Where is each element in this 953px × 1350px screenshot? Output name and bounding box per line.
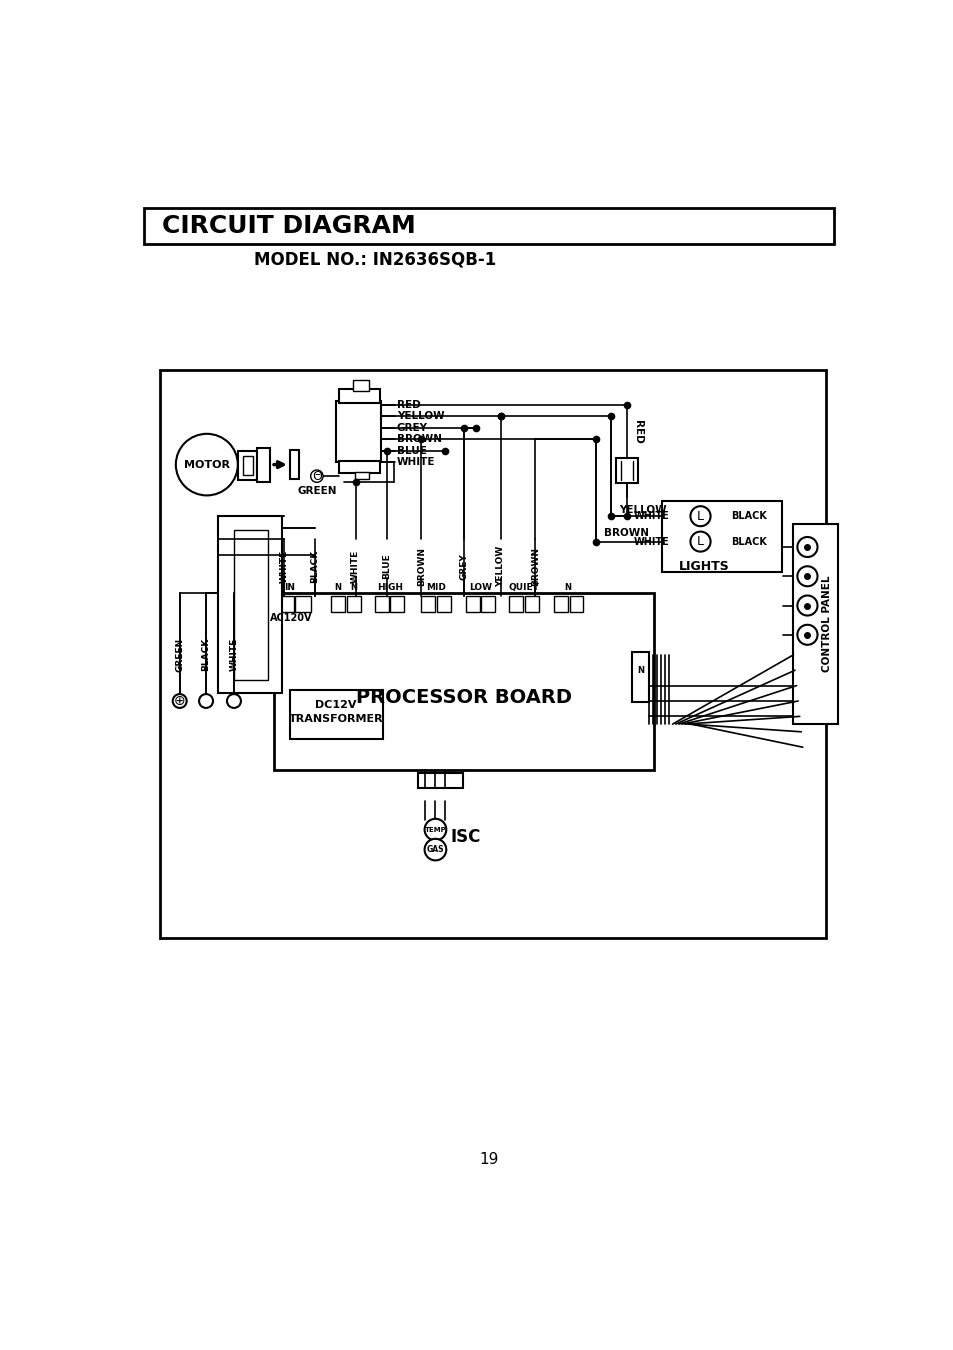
Bar	[339, 460, 379, 472]
Circle shape	[797, 537, 817, 558]
Text: LOW: LOW	[469, 583, 492, 593]
Text: N: N	[350, 583, 357, 593]
Bar	[632, 652, 649, 702]
Text: 19: 19	[478, 1152, 498, 1166]
Text: YELLOW: YELLOW	[496, 545, 504, 587]
Bar	[616, 459, 637, 483]
Text: PROCESSOR BOARD: PROCESSOR BOARD	[355, 687, 572, 706]
Bar	[465, 595, 479, 613]
Text: LIGHTS: LIGHTS	[679, 560, 729, 572]
Text: YELLOW: YELLOW	[396, 412, 444, 421]
Text: IN: IN	[284, 583, 294, 591]
Text: RED: RED	[396, 400, 420, 409]
Bar	[375, 595, 389, 613]
Bar	[480, 595, 495, 613]
Text: N: N	[334, 583, 341, 593]
Circle shape	[797, 625, 817, 645]
Text: WHITE: WHITE	[633, 512, 669, 521]
Text: BROWN: BROWN	[531, 547, 539, 586]
Bar	[347, 595, 360, 613]
Circle shape	[172, 694, 187, 707]
Text: GREEN: GREEN	[296, 486, 336, 497]
Bar	[524, 595, 537, 613]
Text: BROWN: BROWN	[603, 528, 648, 539]
Text: BROWN: BROWN	[396, 435, 441, 444]
Text: MOTOR: MOTOR	[184, 459, 230, 470]
Text: MODEL NO.: IN2636SQB-1: MODEL NO.: IN2636SQB-1	[253, 251, 496, 269]
Circle shape	[227, 694, 241, 707]
Bar	[353, 379, 369, 390]
Text: TRANSFORMER: TRANSFORMER	[289, 714, 383, 724]
Circle shape	[199, 694, 213, 707]
Bar	[793, 524, 838, 724]
Text: BLACK: BLACK	[731, 536, 766, 547]
Circle shape	[424, 838, 446, 860]
Bar	[661, 501, 781, 571]
Bar	[144, 208, 833, 243]
Circle shape	[175, 433, 237, 495]
Bar	[569, 595, 583, 613]
Bar	[237, 451, 257, 481]
Text: BROWN: BROWN	[416, 547, 426, 586]
Text: TEMP: TEMP	[424, 826, 446, 833]
Bar	[243, 456, 253, 475]
Text: BLACK: BLACK	[731, 512, 766, 521]
Bar	[233, 531, 268, 680]
Text: GAS: GAS	[426, 845, 444, 855]
Text: DC12V: DC12V	[315, 699, 356, 710]
Text: GREEN: GREEN	[175, 637, 184, 672]
Text: ⊕: ⊕	[173, 694, 185, 707]
Text: N: N	[637, 666, 643, 675]
Text: YELLOW: YELLOW	[618, 505, 666, 516]
Text: L: L	[697, 510, 703, 522]
Bar	[257, 448, 270, 482]
Text: CONTROL PANEL: CONTROL PANEL	[821, 575, 831, 672]
Text: RED: RED	[633, 420, 642, 443]
Text: WHITE: WHITE	[351, 549, 359, 583]
Text: HIGH: HIGH	[376, 583, 402, 593]
Circle shape	[690, 506, 710, 526]
Circle shape	[690, 532, 710, 552]
Text: CIRCUIT DIAGRAM: CIRCUIT DIAGRAM	[162, 213, 416, 238]
Circle shape	[311, 470, 323, 482]
Text: N: N	[564, 583, 571, 593]
Text: L: L	[697, 535, 703, 548]
Text: QUIET: QUIET	[508, 583, 538, 593]
Text: BLUE: BLUE	[396, 446, 426, 456]
Bar	[417, 772, 462, 788]
Bar	[159, 370, 825, 938]
Text: WHITE: WHITE	[230, 639, 238, 671]
Bar	[436, 595, 451, 613]
Circle shape	[797, 595, 817, 616]
Text: WHITE: WHITE	[633, 536, 669, 547]
Bar	[294, 595, 311, 613]
Bar	[218, 516, 282, 694]
Text: MID: MID	[426, 583, 446, 593]
Circle shape	[797, 566, 817, 586]
Bar	[554, 595, 567, 613]
Text: BLUE: BLUE	[382, 554, 391, 579]
Bar	[331, 595, 344, 613]
Bar	[290, 690, 382, 740]
Text: WHITE: WHITE	[279, 549, 289, 583]
Bar	[509, 595, 522, 613]
Bar	[278, 595, 294, 613]
Text: ISC: ISC	[451, 829, 481, 846]
Text: WHITE: WHITE	[396, 458, 435, 467]
Bar	[355, 471, 369, 479]
Bar	[421, 595, 435, 613]
Text: AC120V: AC120V	[270, 613, 313, 622]
Bar	[290, 450, 298, 479]
Text: BLACK: BLACK	[310, 549, 318, 583]
Circle shape	[424, 819, 446, 840]
Text: Θ: Θ	[312, 470, 321, 483]
Text: GREY: GREY	[459, 554, 468, 579]
Bar	[335, 401, 381, 462]
Text: GREY: GREY	[396, 423, 427, 432]
Bar	[274, 593, 654, 771]
Bar	[390, 595, 404, 613]
Bar	[339, 389, 379, 404]
Text: BLACK: BLACK	[201, 639, 211, 671]
